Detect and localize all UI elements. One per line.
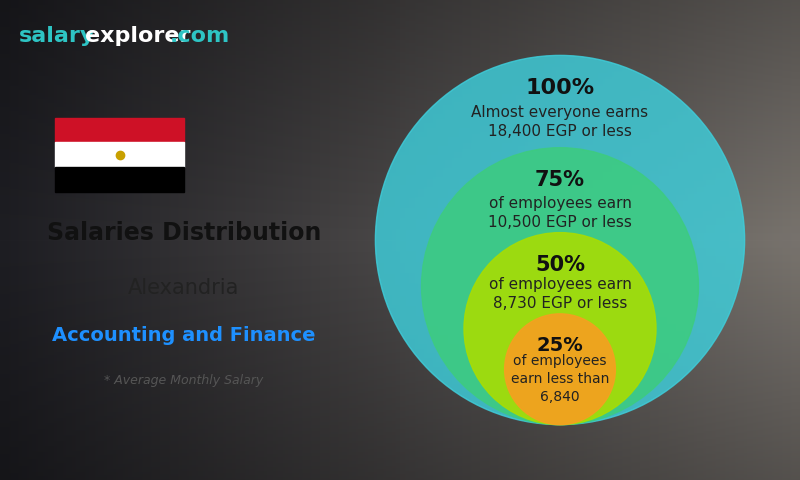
Bar [55, 167, 184, 192]
Circle shape [464, 233, 656, 425]
Text: Accounting and Finance: Accounting and Finance [52, 326, 316, 346]
Circle shape [375, 55, 745, 425]
Text: 50%: 50% [535, 255, 585, 275]
Text: Salaries Distribution: Salaries Distribution [47, 221, 321, 245]
Text: Alexandria: Alexandria [128, 278, 240, 299]
Text: of employees earn
10,500 EGP or less: of employees earn 10,500 EGP or less [488, 196, 632, 230]
Bar [55, 143, 184, 167]
Circle shape [422, 148, 698, 425]
Text: Almost everyone earns
18,400 EGP or less: Almost everyone earns 18,400 EGP or less [471, 105, 649, 139]
Text: salary: salary [18, 26, 94, 47]
Bar [55, 118, 184, 143]
Text: 100%: 100% [526, 78, 594, 97]
Text: of employees
earn less than
6,840: of employees earn less than 6,840 [511, 354, 609, 404]
Text: of employees earn
8,730 EGP or less: of employees earn 8,730 EGP or less [489, 277, 631, 311]
Circle shape [505, 314, 615, 425]
Text: 25%: 25% [537, 336, 583, 355]
Text: explorer: explorer [85, 26, 190, 47]
Text: 75%: 75% [535, 170, 585, 190]
Text: * Average Monthly Salary: * Average Monthly Salary [104, 374, 264, 387]
Text: .com: .com [170, 26, 230, 47]
